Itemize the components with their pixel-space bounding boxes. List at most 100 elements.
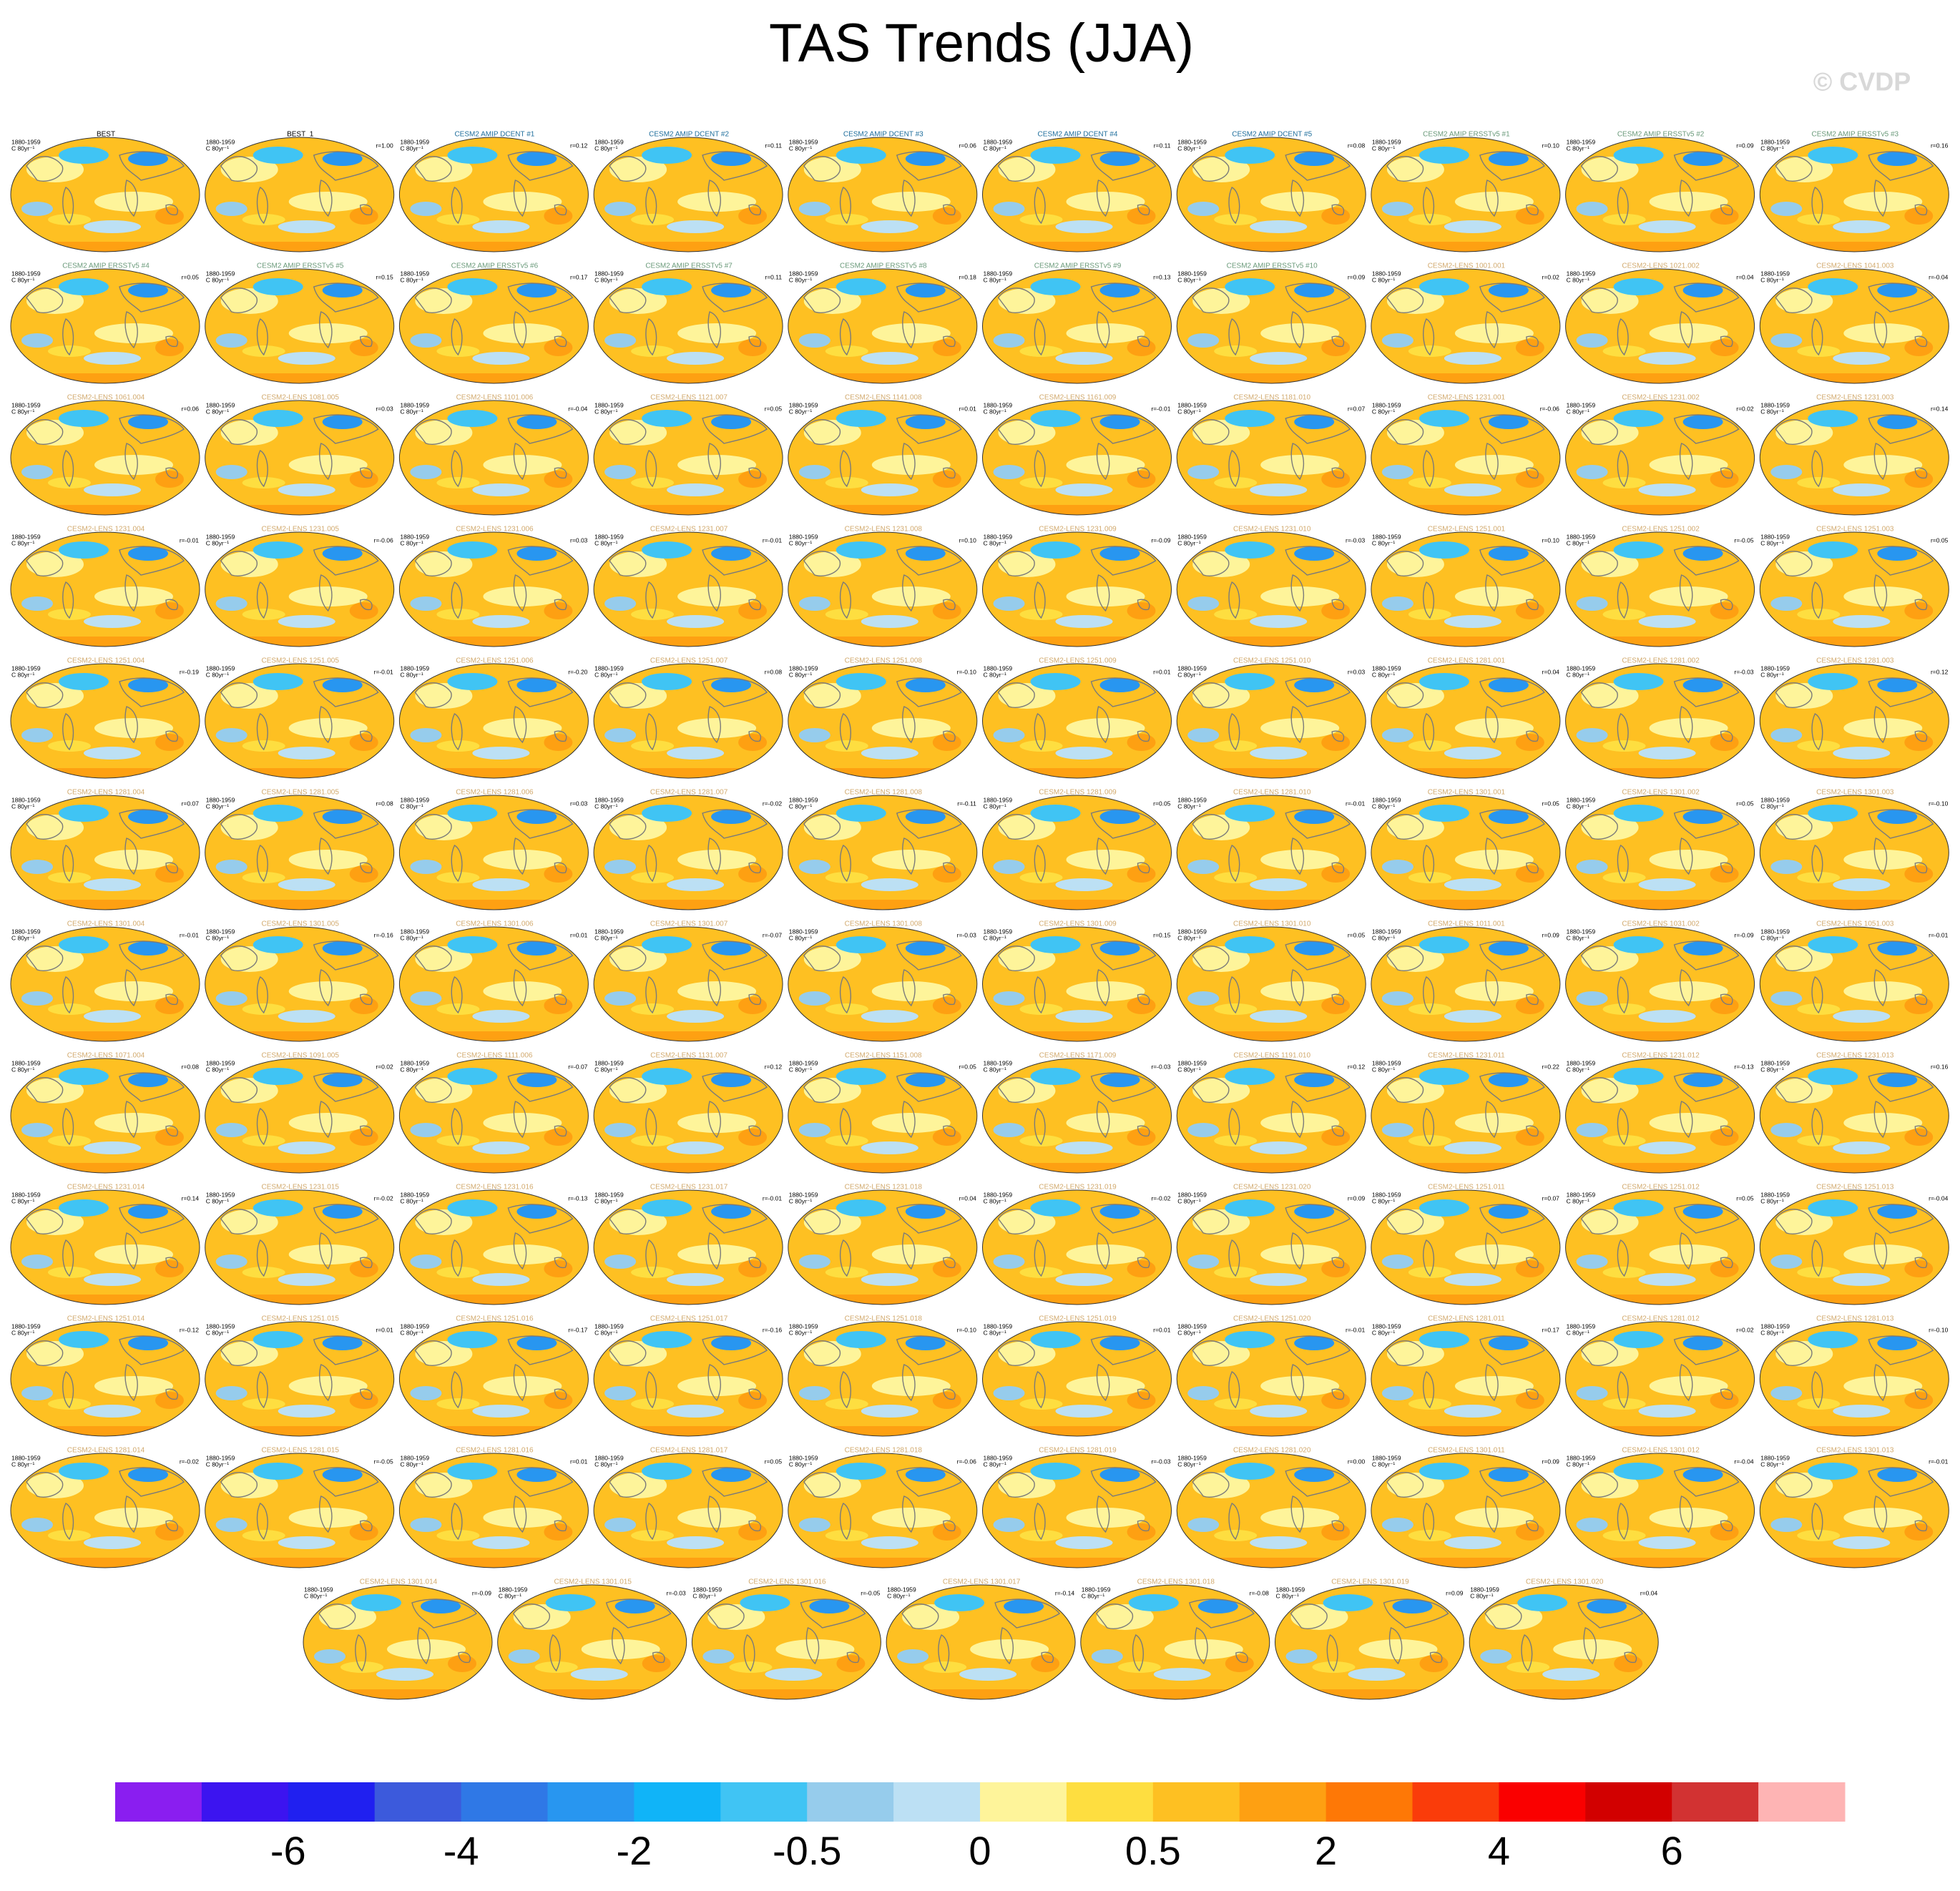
- panel-title: CESM2-LENS 1281.008: [845, 789, 923, 797]
- panel-units: C 80yr⁻¹: [984, 671, 1007, 678]
- map: [1565, 1058, 1755, 1174]
- panel-title: CESM2-LENS 1301.017: [943, 1578, 1021, 1586]
- panel-period: 1880-1959: [1760, 270, 1790, 277]
- panel-correlation: r=0.22: [1542, 1063, 1560, 1070]
- panel-title: CESM2-LENS 1251.014: [67, 1315, 145, 1323]
- panel-period: 1880-1959: [11, 401, 41, 408]
- map: [398, 926, 589, 1043]
- map: [788, 663, 978, 780]
- panel-period: 1880-1959: [1760, 1322, 1790, 1330]
- map: [1759, 795, 1949, 911]
- map: [497, 1584, 687, 1701]
- panel-correlation: r=0.12: [570, 142, 588, 149]
- panel-period: 1880-1959: [789, 1059, 818, 1066]
- map: [1565, 1189, 1755, 1306]
- panel-period: 1880-1959: [400, 270, 429, 277]
- panel-correlation: r=-0.01: [763, 536, 782, 544]
- panel-period: 1880-1959: [887, 1586, 916, 1593]
- panel-period: 1880-1959: [594, 401, 624, 408]
- panel-period: 1880-1959: [400, 1191, 429, 1198]
- panel-units: C 80yr⁻¹: [984, 408, 1007, 415]
- panel-units: C 80yr⁻¹: [1760, 671, 1784, 678]
- panel-title: CESM2-LENS 1301.005: [261, 920, 339, 928]
- panel-title: CESM2 AMIP DCENT #3: [843, 131, 923, 139]
- panel-units: C 80yr⁻¹: [1177, 144, 1201, 152]
- panel-units: C 80yr⁻¹: [11, 539, 35, 546]
- panel-title: CESM2 AMIP ERSSTv5 #5: [257, 262, 344, 270]
- map: [886, 1584, 1076, 1701]
- map: [1759, 137, 1949, 253]
- panel-correlation: r=0.08: [182, 1063, 200, 1070]
- panel-units: C 80yr⁻¹: [1760, 1066, 1784, 1073]
- colorbar-label: -2: [617, 1828, 652, 1873]
- panel-title: CESM2-LENS 1171.009: [1039, 1052, 1117, 1060]
- panel-units: C 80yr⁻¹: [789, 1329, 813, 1336]
- panel-title: CESM2-LENS 1011.001: [1428, 920, 1505, 928]
- panel-period: 1880-1959: [1567, 270, 1596, 277]
- panel-correlation: r=0.09: [1348, 273, 1366, 280]
- panel-period: 1880-1959: [206, 796, 235, 803]
- panel-units: C 80yr⁻¹: [984, 1066, 1007, 1073]
- panel-units: C 80yr⁻¹: [1567, 934, 1590, 941]
- panel-units: C 80yr⁻¹: [1372, 802, 1396, 810]
- panel-title: CESM2-LENS 1061.004: [67, 394, 145, 402]
- panel-period: 1880-1959: [984, 401, 1013, 408]
- map: [205, 663, 395, 780]
- panel-title: CESM2-LENS 1231.004: [67, 526, 145, 534]
- panel-period: 1880-1959: [11, 664, 41, 672]
- panel-units: C 80yr⁻¹: [1760, 934, 1784, 941]
- panel-title: CESM2-LENS 1301.016: [748, 1578, 826, 1586]
- panel-title: CESM2-LENS 1301.018: [1137, 1578, 1215, 1586]
- panel-title: CESM2-LENS 1131.007: [650, 1052, 727, 1060]
- panel-period: 1880-1959: [984, 796, 1013, 803]
- panel-units: C 80yr⁻¹: [1372, 1197, 1396, 1204]
- panel-units: C 80yr⁻¹: [1567, 1066, 1590, 1073]
- panel-period: 1880-1959: [206, 533, 235, 540]
- panel-units: C 80yr⁻¹: [789, 1066, 813, 1073]
- map: [1371, 663, 1561, 780]
- panel-period: 1880-1959: [1760, 796, 1790, 803]
- panel-period: 1880-1959: [984, 664, 1013, 672]
- map: [1176, 531, 1366, 648]
- panel-period: 1880-1959: [11, 1322, 41, 1330]
- map: [398, 663, 589, 780]
- panel-title: CESM2 AMIP ERSSTv5 #2: [1617, 131, 1705, 139]
- panel-correlation: r=0.16: [1931, 1063, 1949, 1070]
- panel-correlation: r=0.12: [765, 1063, 783, 1070]
- panel-units: C 80yr⁻¹: [1372, 934, 1396, 941]
- panel-correlation: r=-0.01: [374, 668, 393, 675]
- panel-correlation: r=0.01: [570, 1458, 588, 1465]
- map: [1759, 531, 1949, 648]
- panel-units: C 80yr⁻¹: [1567, 408, 1590, 415]
- panel-correlation: r=0.17: [570, 273, 588, 280]
- map: [1176, 1321, 1366, 1438]
- map: [205, 268, 395, 385]
- panel-units: C 80yr⁻¹: [206, 408, 230, 415]
- panel-correlation: r=0.04: [1542, 668, 1560, 675]
- colorbar-box: [201, 1782, 289, 1822]
- panel-units: C 80yr⁻¹: [400, 1329, 423, 1336]
- panel-correlation: r=0.05: [1542, 800, 1560, 807]
- map: [1759, 268, 1949, 385]
- panel-units: C 80yr⁻¹: [1177, 802, 1201, 810]
- panel-units: C 80yr⁻¹: [400, 276, 423, 283]
- panel-period: 1880-1959: [594, 1454, 624, 1461]
- map: [1176, 137, 1366, 253]
- panel-period: 1880-1959: [594, 533, 624, 540]
- panel-period: 1880-1959: [984, 1191, 1013, 1198]
- panel-correlation: r=-0.03: [667, 1589, 686, 1596]
